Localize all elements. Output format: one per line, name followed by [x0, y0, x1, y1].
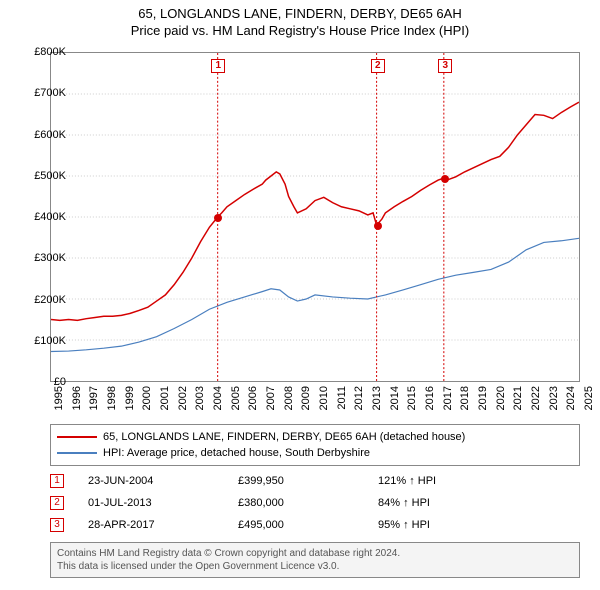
xtick-label: 2014	[389, 386, 401, 410]
sale-row: 2 01-JUL-2013£380,00084% ↑ HPI	[50, 492, 580, 514]
footer-line2: This data is licensed under the Open Gov…	[57, 560, 573, 573]
xtick-label: 2003	[194, 386, 206, 410]
xtick-label: 2025	[583, 386, 595, 410]
sale-date: 01-JUL-2013	[88, 497, 238, 509]
xtick-label: 1999	[124, 386, 136, 410]
sale-row: 1 23-JUN-2004£399,950121% ↑ HPI	[50, 470, 580, 492]
xtick-label: 1997	[88, 386, 100, 410]
legend-item: HPI: Average price, detached house, Sout…	[57, 445, 573, 461]
xtick-label: 2005	[230, 386, 242, 410]
xtick-label: 2009	[300, 386, 312, 410]
titles: 65, LONGLANDS LANE, FINDERN, DERBY, DE65…	[0, 0, 600, 38]
xtick-label: 2012	[353, 386, 365, 410]
chart-container: 65, LONGLANDS LANE, FINDERN, DERBY, DE65…	[0, 0, 600, 590]
sale-row-marker: 2	[50, 496, 64, 510]
sale-marker-dot	[374, 222, 382, 230]
ytick-label: £400K	[22, 211, 66, 223]
legend-label: HPI: Average price, detached house, Sout…	[103, 447, 370, 459]
sale-row-marker: 1	[50, 474, 64, 488]
plot-area: 1 2 3	[50, 52, 580, 382]
sale-marker-box: 3	[438, 59, 452, 73]
sale-row: 3 28-APR-2017£495,00095% ↑ HPI	[50, 514, 580, 536]
sale-marker-box: 2	[371, 59, 385, 73]
xtick-label: 2004	[212, 386, 224, 410]
xtick-label: 1996	[71, 386, 83, 410]
ytick-label: £600K	[22, 129, 66, 141]
xtick-label: 2002	[177, 386, 189, 410]
title-address: 65, LONGLANDS LANE, FINDERN, DERBY, DE65…	[0, 6, 600, 21]
xtick-label: 2017	[442, 386, 454, 410]
sale-pct: 121% ↑ HPI	[378, 475, 528, 487]
xtick-label: 2021	[512, 386, 524, 410]
plot-svg	[51, 53, 579, 381]
sale-pct: 84% ↑ HPI	[378, 497, 528, 509]
ytick-label: £700K	[22, 87, 66, 99]
xtick-label: 2011	[336, 386, 348, 410]
ytick-label: £800K	[22, 46, 66, 58]
sale-row-marker: 3	[50, 518, 64, 532]
xtick-label: 2018	[459, 386, 471, 410]
ytick-label: £300K	[22, 252, 66, 264]
xtick-label: 2008	[283, 386, 295, 410]
legend-swatch	[57, 436, 97, 438]
legend-label: 65, LONGLANDS LANE, FINDERN, DERBY, DE65…	[103, 431, 465, 443]
sale-date: 28-APR-2017	[88, 519, 238, 531]
xtick-label: 2023	[548, 386, 560, 410]
xtick-label: 2006	[247, 386, 259, 410]
xtick-label: 2015	[406, 386, 418, 410]
xtick-label: 1995	[53, 386, 65, 410]
sale-date: 23-JUN-2004	[88, 475, 238, 487]
xtick-label: 2016	[424, 386, 436, 410]
sale-marker-dot	[214, 214, 222, 222]
xtick-label: 2022	[530, 386, 542, 410]
sale-price: £495,000	[238, 519, 378, 531]
legend-item: 65, LONGLANDS LANE, FINDERN, DERBY, DE65…	[57, 429, 573, 445]
sale-pct: 95% ↑ HPI	[378, 519, 528, 531]
sales-table: 1 23-JUN-2004£399,950121% ↑ HPI 2 01-JUL-20…	[50, 470, 580, 536]
xtick-label: 2001	[159, 386, 171, 410]
ytick-label: £500K	[22, 170, 66, 182]
ytick-label: £100K	[22, 335, 66, 347]
footer-attribution: Contains HM Land Registry data © Crown c…	[50, 542, 580, 578]
sale-marker-dot	[441, 175, 449, 183]
sale-price: £399,950	[238, 475, 378, 487]
legend: 65, LONGLANDS LANE, FINDERN, DERBY, DE65…	[50, 424, 580, 466]
xtick-label: 2013	[371, 386, 383, 410]
legend-swatch	[57, 452, 97, 454]
xtick-label: 2020	[495, 386, 507, 410]
xtick-label: 2000	[141, 386, 153, 410]
sale-marker-box: 1	[211, 59, 225, 73]
xtick-label: 1998	[106, 386, 118, 410]
xtick-label: 2010	[318, 386, 330, 410]
xtick-label: 2007	[265, 386, 277, 410]
xtick-label: 2024	[565, 386, 577, 410]
sale-price: £380,000	[238, 497, 378, 509]
ytick-label: £200K	[22, 294, 66, 306]
title-subtitle: Price paid vs. HM Land Registry's House …	[0, 23, 600, 38]
xtick-label: 2019	[477, 386, 489, 410]
footer-line1: Contains HM Land Registry data © Crown c…	[57, 547, 573, 560]
